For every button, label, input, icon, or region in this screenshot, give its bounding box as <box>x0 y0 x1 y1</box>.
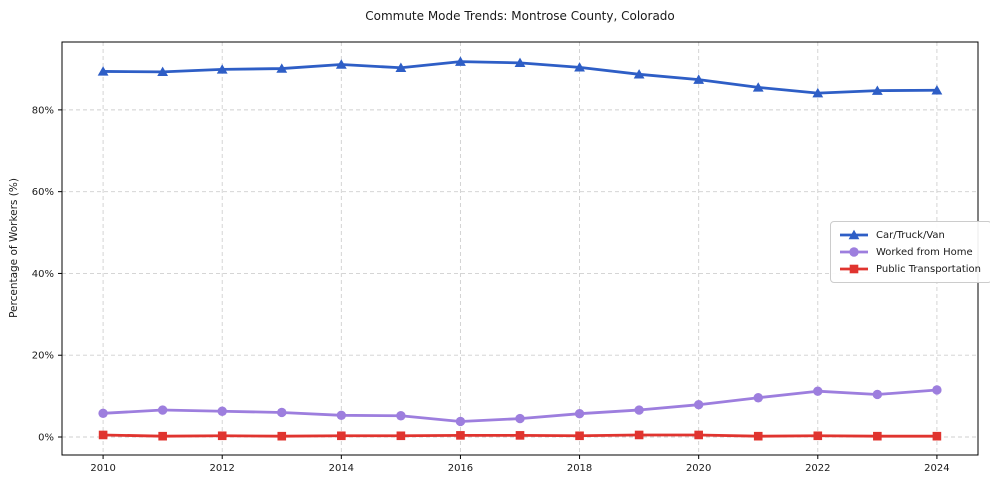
y-tick-label: 0% <box>38 433 54 444</box>
square-data-point-marker <box>634 430 644 440</box>
circle-data-point-marker <box>634 405 644 415</box>
y-tick-label: 80% <box>32 105 54 116</box>
triangle-data-point-marker <box>931 85 943 95</box>
triangle-data-point-marker <box>514 57 526 68</box>
x-tick-label: 2024 <box>924 463 949 474</box>
triangle-line-marker-icon <box>840 229 868 240</box>
circle-data-point-marker <box>157 405 168 415</box>
square-data-point-marker <box>337 431 346 441</box>
x-tick-label: 2012 <box>209 463 234 474</box>
circle-data-point-marker <box>336 410 347 421</box>
y-tick-label: 60% <box>32 187 54 198</box>
x-tick-label: 2016 <box>448 463 473 474</box>
x-tick-label: 2010 <box>90 463 115 474</box>
legend-item-worked-from-home: Worked from Home <box>839 246 981 258</box>
triangle-data-point-marker <box>97 66 109 76</box>
legend-item-public-transportation: Public Transportation <box>839 263 981 275</box>
triangle-data-point-marker <box>335 59 347 69</box>
circle-data-point-marker <box>217 406 227 416</box>
square-data-point-marker <box>873 431 882 441</box>
legend: Car/Truck/Van Worked from Home Public Tr… <box>830 221 990 283</box>
triangle-data-point-marker <box>633 69 645 79</box>
circle-data-point-marker <box>693 400 704 410</box>
chart-title: Commute Mode Trends: Montrose County, Co… <box>365 9 675 23</box>
square-data-point-marker <box>932 431 942 441</box>
square-line-marker-icon <box>840 264 868 274</box>
triangle-data-point-marker <box>455 56 466 66</box>
triangle-data-point-marker <box>395 62 407 72</box>
legend-label-worked-from-home: Worked from Home <box>876 246 973 258</box>
y-tick-label: 40% <box>32 269 54 280</box>
triangle-data-point-marker <box>216 64 228 74</box>
square-data-point-marker <box>849 264 859 274</box>
triangle-data-point-marker <box>752 82 764 92</box>
square-data-point-marker <box>277 431 287 441</box>
triangle-data-point-marker <box>693 74 705 84</box>
square-data-point-marker <box>515 431 525 440</box>
x-tick-label: 2018 <box>567 463 592 474</box>
x-tick-label: 2020 <box>686 463 711 474</box>
circle-data-point-marker <box>396 411 406 421</box>
x-tick-label: 2014 <box>329 463 354 474</box>
square-data-point-marker <box>217 431 227 441</box>
square-data-point-marker <box>396 431 406 441</box>
square-data-point-marker <box>575 431 584 441</box>
circle-data-point-marker <box>277 407 287 418</box>
triangle-data-point-marker <box>871 85 883 95</box>
triangle-data-point-marker <box>848 229 860 240</box>
y-tick-label: 20% <box>32 351 54 362</box>
triangle-data-point-marker <box>276 63 288 73</box>
square-data-point-marker <box>694 430 703 440</box>
circle-data-point-marker <box>849 247 859 257</box>
circle-data-point-marker <box>98 408 108 418</box>
square-data-point-marker <box>98 430 108 440</box>
circle-data-point-marker <box>872 389 883 400</box>
triangle-data-point-marker <box>574 62 585 72</box>
square-data-point-marker <box>158 431 167 441</box>
square-data-point-marker <box>753 431 763 441</box>
circle-data-point-marker <box>932 385 942 395</box>
legend-item-car-truck-van: Car/Truck/Van <box>839 229 981 241</box>
legend-label-car-truck-van: Car/Truck/Van <box>876 229 945 241</box>
circle-line-marker-icon <box>840 247 868 257</box>
x-tick-label: 2022 <box>805 463 830 474</box>
circle-data-point-marker <box>753 393 763 403</box>
circle-data-point-marker <box>455 416 466 427</box>
circle-data-point-marker <box>515 413 525 424</box>
square-data-point-marker <box>456 431 465 440</box>
triangle-data-point-marker <box>812 87 824 98</box>
circle-data-point-marker <box>813 386 823 396</box>
square-data-point-marker <box>813 431 823 441</box>
legend-label-public-transportation: Public Transportation <box>876 263 981 275</box>
triangle-data-point-marker <box>157 66 169 77</box>
circle-data-point-marker <box>574 409 585 419</box>
